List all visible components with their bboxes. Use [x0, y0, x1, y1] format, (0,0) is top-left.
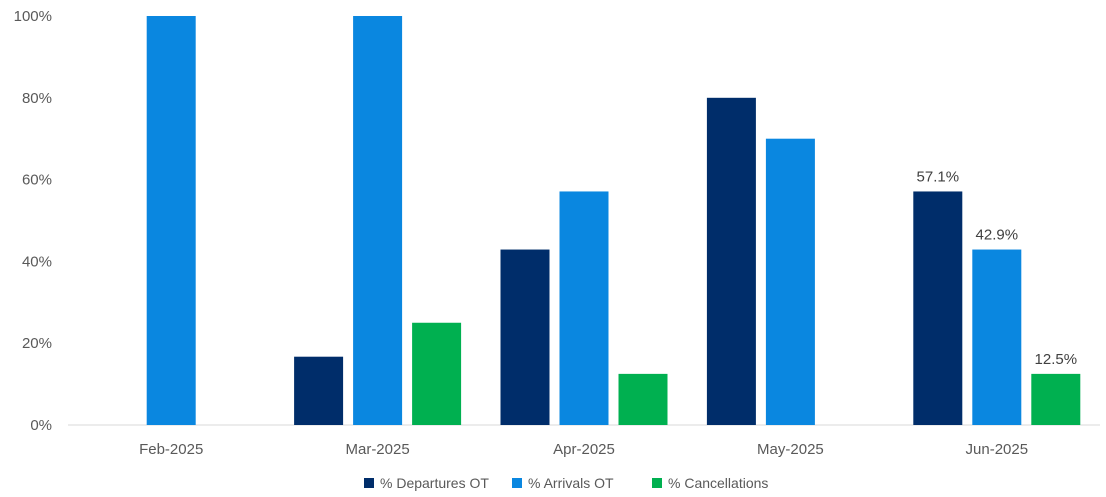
bars: [146, 16, 1081, 426]
legend: % Departures OT % Arrivals OT % Cancellati…: [364, 475, 768, 491]
legend-swatch: [364, 478, 374, 488]
bar: [972, 249, 1022, 425]
data-labels: 57.1% 42.9% 12.5%: [917, 168, 1078, 367]
legend-item: % Arrivals OT: [512, 475, 614, 491]
bar: [412, 322, 462, 425]
bar: [559, 191, 609, 425]
data-label: 12.5%: [1035, 351, 1078, 368]
legend-label: % Cancellations: [668, 475, 768, 491]
bar: [1031, 373, 1081, 425]
x-tick-label: Apr-2025: [553, 441, 615, 458]
y-tick-label: 0%: [30, 417, 52, 434]
legend-swatch: [512, 478, 522, 488]
bar: [294, 356, 344, 425]
bar: [913, 191, 963, 425]
bar: [765, 138, 815, 425]
legend-item: % Cancellations: [652, 475, 768, 491]
x-tick-label: Jun-2025: [966, 441, 1029, 458]
y-tick-label: 40%: [22, 253, 52, 270]
legend-label: % Arrivals OT: [528, 475, 614, 491]
y-tick-label: 20%: [22, 335, 52, 352]
y-tick-label: 80%: [22, 90, 52, 107]
x-tick-label: Mar-2025: [345, 441, 409, 458]
bar: [146, 16, 196, 425]
y-tick-label: 100%: [14, 8, 52, 25]
x-axis-ticks: Feb-2025 Mar-2025 Apr-2025 May-2025 Jun-2025: [139, 441, 1028, 458]
legend-item: % Departures OT: [364, 475, 489, 491]
x-tick-label: May-2025: [757, 441, 824, 458]
y-axis-ticks: 0% 20% 40% 60% 80% 100%: [14, 8, 52, 434]
x-tick-label: Feb-2025: [139, 441, 203, 458]
legend-label: % Departures OT: [380, 475, 489, 491]
y-tick-label: 60%: [22, 172, 52, 189]
bar: [353, 16, 403, 425]
bar: [500, 249, 550, 425]
legend-swatch: [652, 478, 662, 488]
data-label: 42.9%: [976, 227, 1019, 244]
bar: [706, 97, 756, 426]
data-label: 57.1%: [917, 168, 960, 185]
bar: [618, 373, 668, 425]
